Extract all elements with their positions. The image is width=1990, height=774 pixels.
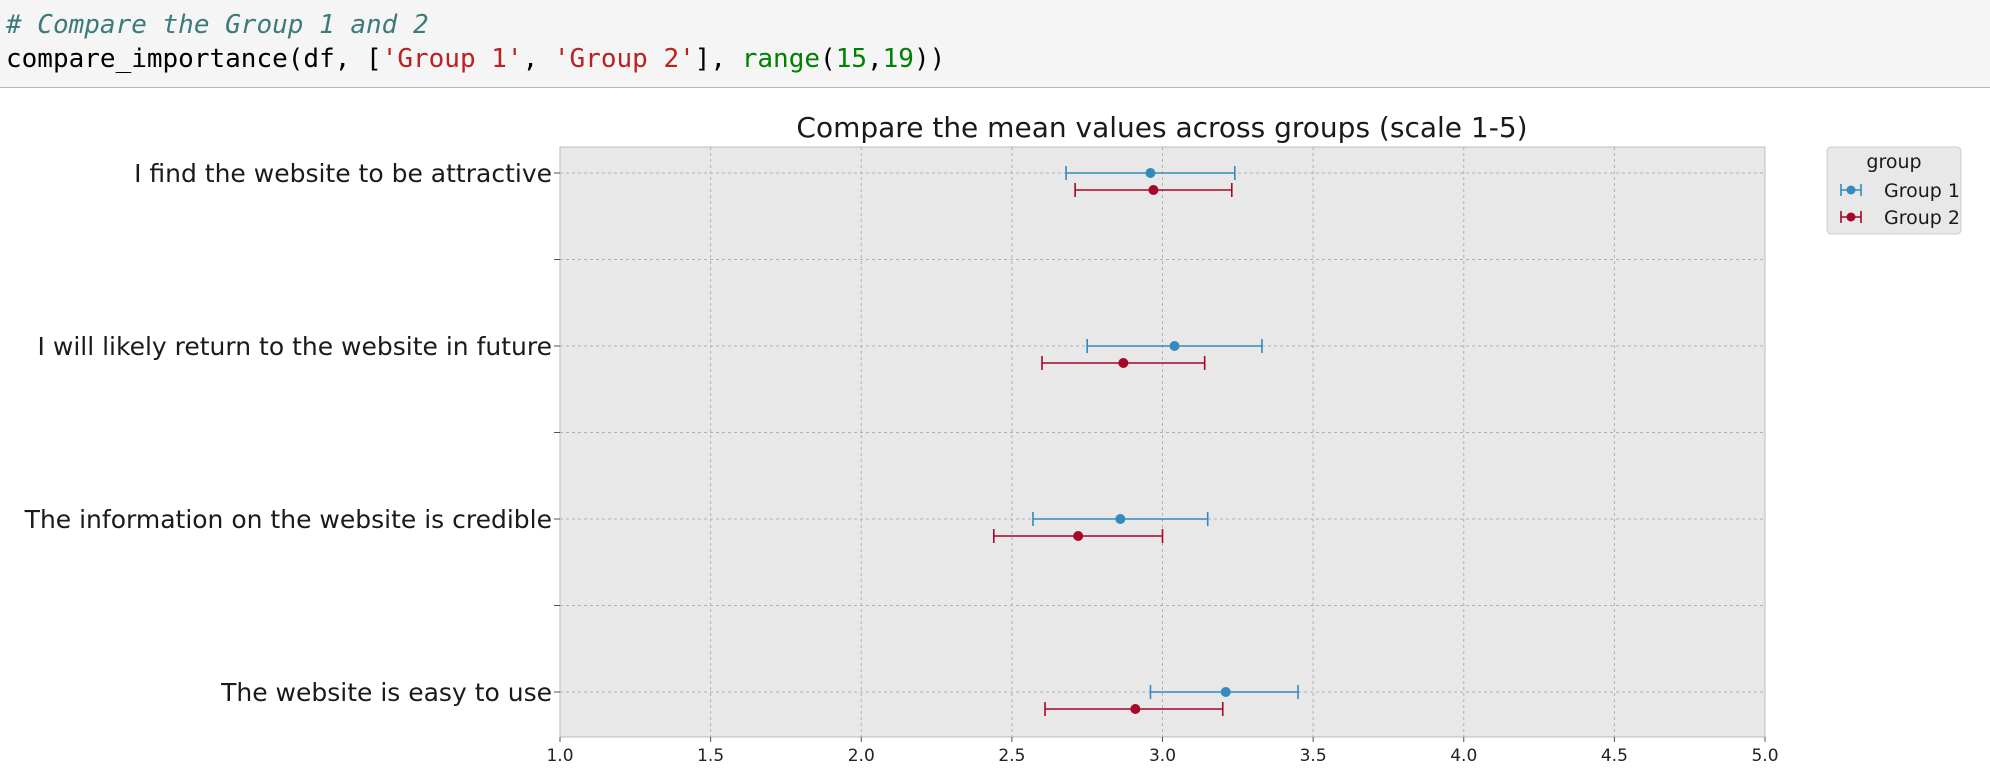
- x-tick-label: 3.5: [1300, 746, 1327, 766]
- code-sep: ,: [522, 44, 554, 74]
- mean-point: [1118, 358, 1129, 368]
- mean-point: [1073, 531, 1084, 541]
- code-arg-group1: 'Group 1': [381, 44, 523, 74]
- code-comment-line: # Compare the Group 1 and 2: [6, 8, 1990, 42]
- legend: group Group 1 Group 2: [1826, 146, 1962, 235]
- marks-layer: [992, 166, 1299, 716]
- code-num2: 19: [882, 44, 914, 74]
- error-bar-chart: Compare the mean values across groups (s…: [24, 111, 1962, 766]
- legend-title: group: [1866, 151, 1921, 173]
- legend-label: Group 1: [1884, 180, 1960, 202]
- legend-marker-dot: [1846, 212, 1856, 222]
- category-label: I will likely return to the website in f…: [38, 332, 552, 361]
- code-cell[interactable]: # Compare the Group 1 and 2 compare_impo…: [0, 0, 1990, 88]
- code-open: (: [820, 44, 836, 74]
- code-range: range: [741, 44, 821, 74]
- code-comma: ,: [867, 44, 883, 74]
- x-tick-label: 4.5: [1601, 746, 1628, 766]
- x-tick-label: 1.0: [546, 746, 573, 766]
- mean-point: [1220, 687, 1231, 697]
- code-num1: 15: [835, 44, 867, 74]
- code-arg-group2: 'Group 2': [553, 44, 695, 74]
- mean-point: [1169, 341, 1180, 351]
- chart-title: Compare the mean values across groups (s…: [796, 111, 1527, 144]
- x-tick-label: 3.0: [1149, 746, 1176, 766]
- code-func: compare_importance(df, [: [6, 44, 382, 74]
- category-label: The information on the website is credib…: [24, 505, 552, 534]
- code-call-line: compare_importance(df, ['Group 1', 'Grou…: [6, 42, 1990, 76]
- mean-point: [1148, 185, 1159, 195]
- legend-marker-dot: [1846, 185, 1856, 195]
- ticks-layer: 1.0 1.5 2.0 2.5 3.0 3.5 4.0 4.5 5.0 I find the we…: [24, 159, 1779, 766]
- legend-item: Group 2: [1840, 207, 1960, 229]
- x-tick-label: 5.0: [1751, 746, 1778, 766]
- legend-label: Group 2: [1884, 207, 1960, 229]
- legend-item: Group 1: [1840, 180, 1960, 202]
- mean-point: [1115, 514, 1126, 524]
- x-tick-label: 1.5: [697, 746, 724, 766]
- code-comment: # Compare the Group 1 and 2: [6, 10, 429, 40]
- code-close2: )): [913, 44, 946, 74]
- code-close1: ],: [694, 44, 742, 74]
- x-tick-label: 4.0: [1450, 746, 1477, 766]
- category-label: The website is easy to use: [220, 678, 552, 707]
- mean-point: [1130, 704, 1141, 714]
- category-label: I find the website to be attractive: [134, 159, 552, 188]
- x-tick-label: 2.5: [998, 746, 1025, 766]
- mean-point: [1145, 168, 1156, 178]
- x-tick-label: 2.0: [848, 746, 875, 766]
